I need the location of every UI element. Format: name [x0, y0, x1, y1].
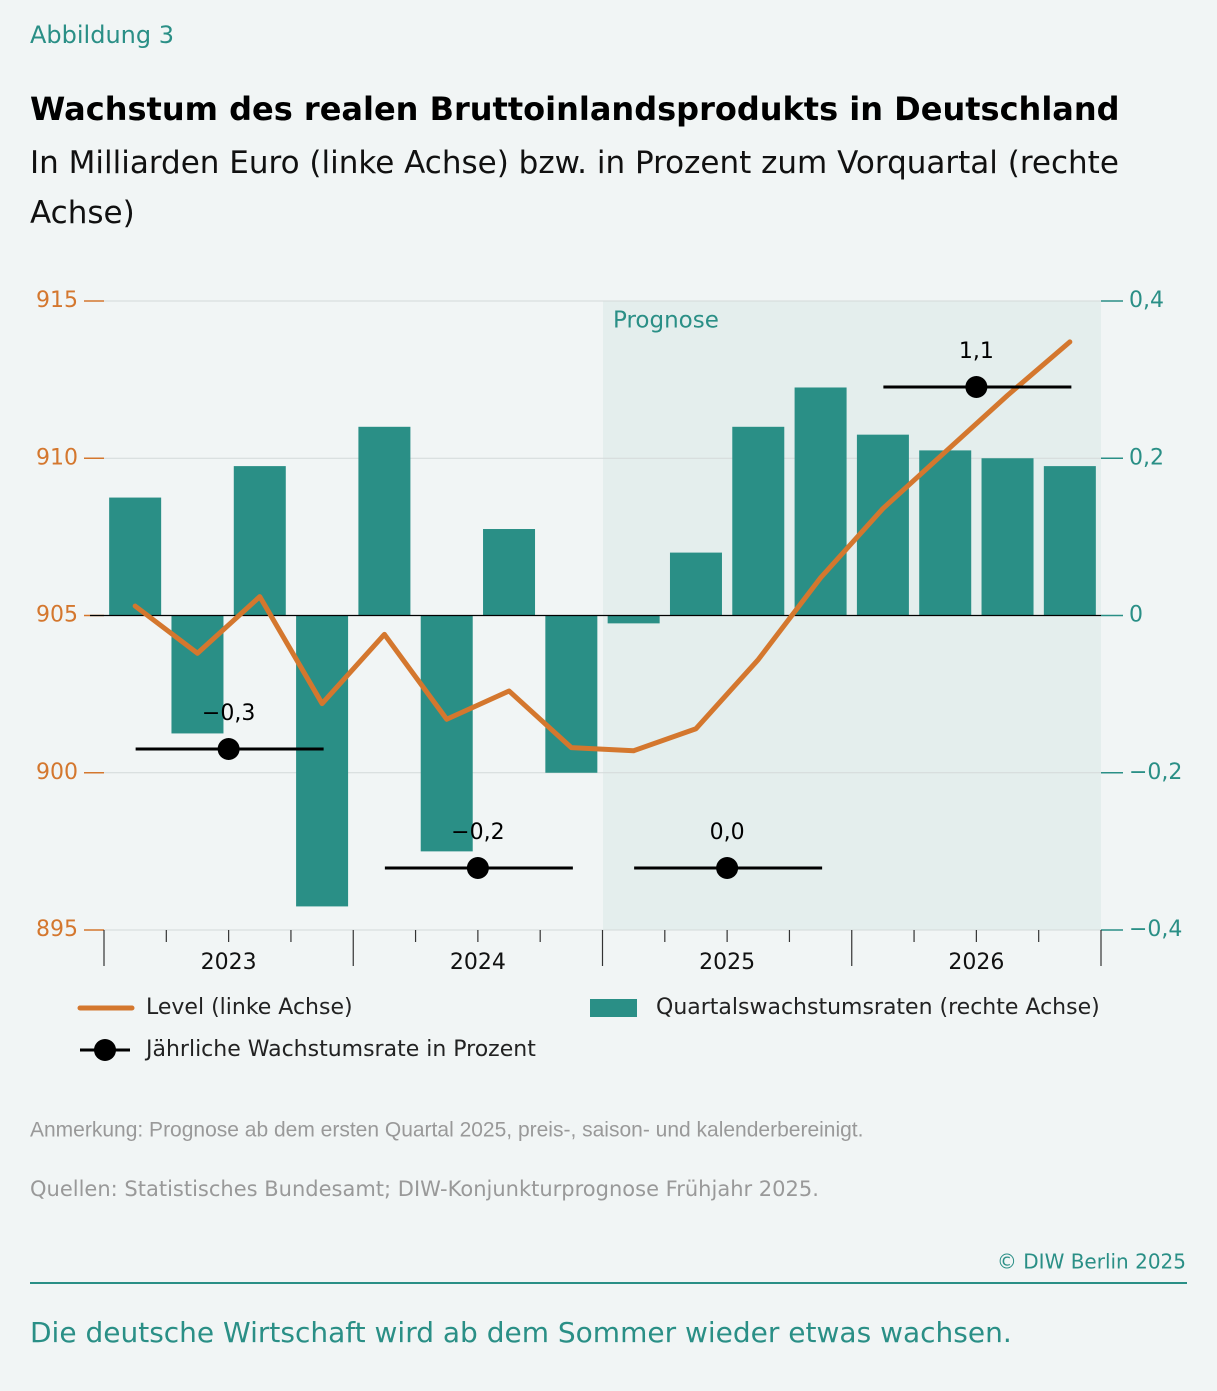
annual-dot [965, 376, 988, 398]
bar [607, 615, 660, 624]
y2-tick-label: 0,4 [1129, 288, 1164, 313]
legend-label: Jährliche Wachstumsrate in Prozent [144, 1037, 536, 1062]
legend-label: Level (linke Achse) [146, 995, 353, 1020]
caption: Die deutsche Wirtschaft wird ab dem Somm… [30, 1316, 1012, 1349]
annual-label: 0,0 [710, 820, 745, 845]
bar [109, 497, 162, 616]
header: Abbildung 3 [30, 21, 174, 49]
bar [981, 458, 1034, 616]
annual-label: −0,3 [202, 701, 255, 726]
bar [1043, 466, 1096, 616]
x-group-label: 2025 [699, 950, 755, 975]
copyright: © DIW Berlin 2025 [997, 1250, 1186, 1274]
subtitle-box: In Milliarden Euro (linke Achse) bzw. in… [30, 145, 1119, 231]
chart-title: Wachstum des realen Bruttoinlandsprodukt… [30, 90, 1120, 128]
annual-dot [217, 738, 240, 760]
source: Quellen: Statistisches Bundesamt; DIW-Ko… [30, 1177, 819, 1201]
note: Anmerkung: Prognose ab dem ersten Quarta… [30, 1119, 863, 1142]
x-group-label: 2023 [201, 950, 257, 975]
x-group-label: 2026 [948, 950, 1004, 975]
y2-tick-label: −0,2 [1129, 760, 1182, 785]
legend-label: Quartalswachstumsraten (rechte Achse) [656, 995, 1100, 1020]
bar [919, 450, 972, 616]
y-tick-label: 915 [36, 288, 78, 313]
annual-dot [466, 857, 489, 879]
bar [483, 529, 536, 616]
annual-dot [716, 857, 739, 879]
bar [669, 552, 722, 616]
legend-swatch [590, 999, 637, 1017]
bar [296, 615, 349, 907]
annotation: Prognose [613, 308, 719, 334]
y2-tick-label: −0,4 [1129, 917, 1182, 942]
y2-tick-label: 0,2 [1129, 445, 1164, 470]
y2-tick-label: 0 [1129, 603, 1143, 628]
bar [233, 466, 286, 616]
y-tick-label: 910 [36, 445, 78, 470]
bar [732, 426, 785, 616]
y-tick-label: 895 [36, 917, 78, 942]
x-group-label: 2024 [450, 950, 506, 975]
y-tick-label: 900 [36, 760, 78, 785]
annual-label: −0,2 [451, 820, 504, 845]
y-tick-label: 905 [36, 603, 78, 628]
chart-subtitle: In Milliarden Euro (linke Achse) bzw. in… [30, 145, 1119, 231]
legend-swatch-dot [94, 1039, 116, 1061]
level-line [132, 339, 1073, 754]
annual-label: 1,1 [959, 339, 994, 364]
bar [358, 426, 411, 616]
bar [420, 615, 473, 852]
